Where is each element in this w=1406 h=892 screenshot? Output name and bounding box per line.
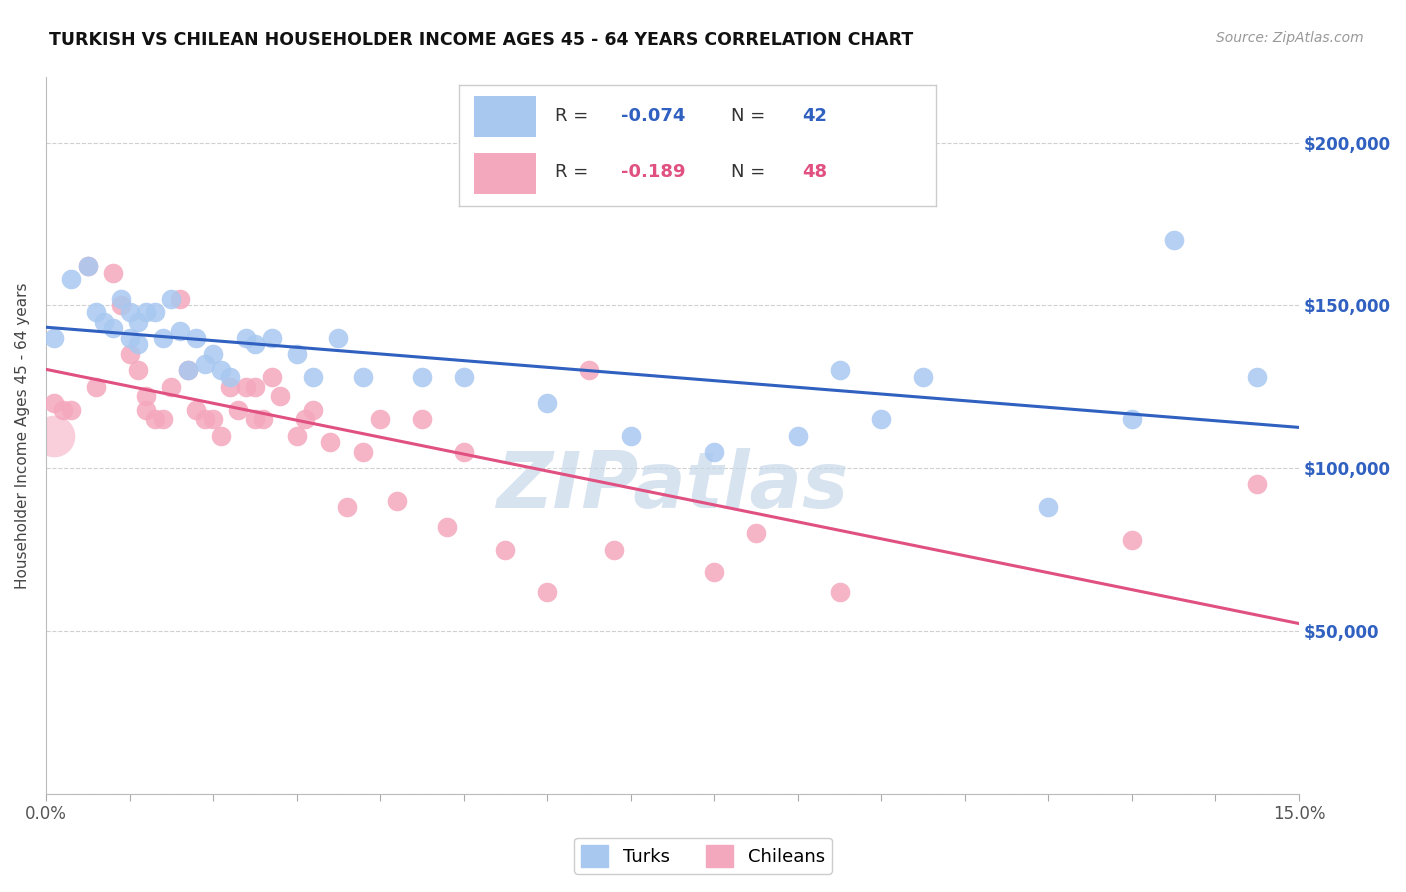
Point (828, 584, 851, 599)
Point (118, 331, 141, 345)
Y-axis label: Householder Income Ages 45 - 64 years: Householder Income Ages 45 - 64 years (15, 282, 30, 589)
Point (127, 315, 149, 329)
Point (143, 412, 166, 426)
Point (194, 412, 217, 426)
Point (319, 435, 342, 450)
Point (828, 363, 851, 377)
Point (135, 389, 157, 403)
Point (101, 321, 124, 335)
Text: TURKISH VS CHILEAN HOUSEHOLDER INCOME AGES 45 - 64 YEARS CORRELATION CHART: TURKISH VS CHILEAN HOUSEHOLDER INCOME AG… (49, 31, 914, 49)
Point (135, 305, 157, 319)
Point (127, 363, 149, 377)
Point (368, 412, 391, 426)
Point (186, 402, 208, 417)
Point (169, 324, 191, 338)
Point (1246, 477, 1268, 491)
Point (101, 266, 124, 280)
Point (578, 363, 600, 377)
Point (209, 363, 232, 377)
Point (52, 402, 75, 417)
Point (169, 292, 191, 306)
Point (186, 331, 208, 345)
Point (60, 402, 83, 417)
Point (786, 428, 808, 442)
Point (536, 396, 558, 410)
Point (703, 445, 725, 459)
Point (411, 412, 433, 426)
Point (328, 331, 350, 345)
Point (453, 445, 475, 459)
Point (93, 315, 115, 329)
Point (110, 298, 132, 312)
Point (84, 305, 107, 319)
Point (260, 331, 283, 345)
Point (60, 272, 83, 286)
Point (302, 370, 325, 384)
Point (177, 363, 200, 377)
Point (385, 493, 408, 508)
Point (243, 412, 266, 426)
Point (870, 412, 893, 426)
Point (118, 305, 141, 319)
Point (453, 370, 475, 384)
Point (76, 260, 98, 274)
Point (269, 389, 291, 403)
Point (243, 337, 266, 351)
Point (494, 542, 516, 557)
Point (243, 380, 266, 394)
Point (44, 331, 66, 345)
Point (194, 357, 217, 371)
Point (411, 370, 433, 384)
Point (536, 584, 558, 599)
Point (127, 337, 149, 351)
Point (745, 526, 768, 541)
Point (336, 500, 359, 515)
Point (118, 347, 141, 361)
Text: Source: ZipAtlas.com: Source: ZipAtlas.com (1216, 31, 1364, 45)
Point (177, 363, 200, 377)
Point (218, 380, 240, 394)
Text: ZIPatlas: ZIPatlas (496, 448, 849, 524)
Point (703, 566, 725, 580)
Point (603, 542, 626, 557)
Point (1163, 233, 1185, 247)
Point (285, 347, 308, 361)
Point (76, 260, 98, 274)
Point (352, 445, 374, 459)
Point (260, 370, 283, 384)
Point (160, 292, 183, 306)
Point (44, 396, 66, 410)
Point (209, 428, 232, 442)
Point (235, 331, 257, 345)
Point (152, 331, 174, 345)
Point (1246, 370, 1268, 384)
Point (202, 347, 225, 361)
Point (143, 305, 166, 319)
Point (1038, 500, 1060, 515)
Point (218, 370, 240, 384)
Point (294, 412, 316, 426)
Point (436, 519, 458, 533)
Point (1121, 412, 1143, 426)
Point (285, 428, 308, 442)
Point (620, 428, 643, 442)
Point (302, 402, 325, 417)
Point (202, 412, 225, 426)
Legend: Turks, Chileans: Turks, Chileans (574, 838, 832, 874)
Point (110, 292, 132, 306)
Point (226, 402, 249, 417)
Point (160, 380, 183, 394)
Point (352, 370, 374, 384)
Point (135, 402, 157, 417)
Point (1121, 533, 1143, 547)
Point (44, 428, 66, 442)
Point (84, 380, 107, 394)
Point (252, 412, 274, 426)
Point (152, 412, 174, 426)
Point (235, 380, 257, 394)
Point (912, 370, 935, 384)
